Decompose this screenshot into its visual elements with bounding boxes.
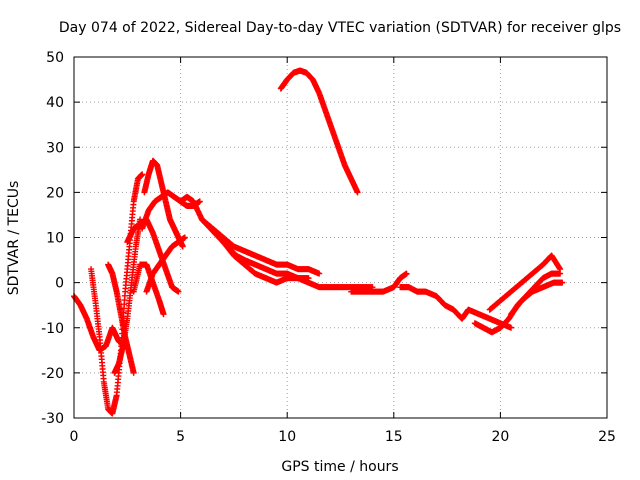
series-arc-15: [397, 284, 472, 322]
x-axis-label: GPS time / hours: [281, 459, 398, 475]
y-tick-label: 50: [46, 50, 64, 66]
data-point: [179, 243, 186, 250]
series-arc-14: [348, 270, 410, 295]
data-point: [139, 171, 146, 178]
y-tick-label: 30: [46, 140, 64, 156]
data-point: [316, 270, 323, 277]
x-tick-label: 15: [385, 429, 403, 445]
y-axis-label: SDTVAR / TECUs: [6, 181, 22, 296]
x-tick-label: 25: [598, 429, 616, 445]
data-point: [160, 311, 167, 318]
y-tick-label: 0: [55, 276, 64, 292]
y-tick-label: -20: [41, 366, 64, 382]
data-point: [508, 324, 515, 331]
series-arc-5: [130, 261, 167, 318]
plot-frame: [73, 56, 608, 419]
series-arc-18: [486, 252, 564, 313]
x-tick-label: 10: [278, 429, 296, 445]
chart-title: Day 074 of 2022, Sidereal Day-to-day VTE…: [59, 20, 621, 36]
data-marks: [71, 67, 566, 417]
y-tick-label: 20: [46, 185, 64, 201]
data-point: [175, 288, 182, 295]
series-arc-8: [141, 157, 186, 250]
x-tick-label: 5: [176, 429, 185, 445]
data-point: [403, 270, 410, 277]
y-tick-label: -30: [41, 411, 64, 427]
data-point: [557, 266, 564, 273]
grid: [74, 57, 607, 418]
axes: 0 5 10 15 20 25 -30 -20 -10 0 10 20 30 40 50: [41, 50, 616, 445]
series-arc-12: [198, 216, 323, 277]
series-arc-16: [465, 306, 515, 331]
y-tick-label: 10: [46, 231, 64, 247]
series-arc-10: [177, 193, 376, 291]
data-point: [196, 198, 203, 205]
data-point: [354, 189, 361, 196]
x-tick-label: 0: [70, 429, 79, 445]
data-point: [559, 279, 566, 286]
data-point: [305, 275, 312, 282]
series-arc-19: [508, 279, 566, 318]
x-tick-label: 20: [491, 429, 509, 445]
series-arc-13: [277, 67, 361, 196]
data-point: [181, 234, 188, 241]
y-tick-label: -10: [41, 321, 64, 337]
y-tick-label: 40: [46, 95, 64, 111]
data-point: [130, 369, 137, 376]
